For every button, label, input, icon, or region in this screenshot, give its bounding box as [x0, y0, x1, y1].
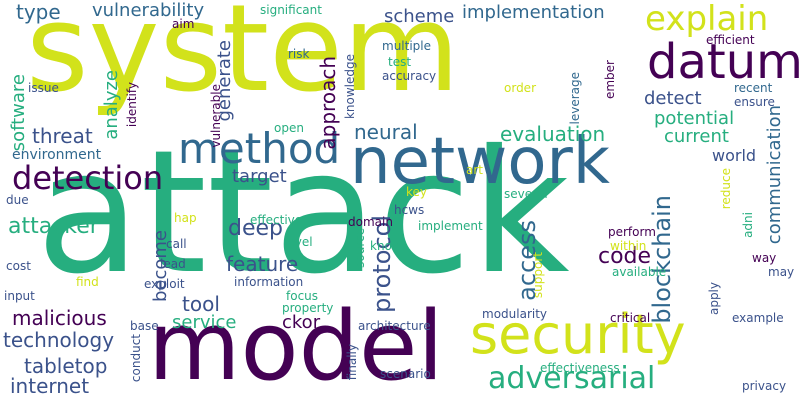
word-attacker: attacker: [8, 214, 99, 239]
word-explain: explain: [645, 0, 769, 39]
word-reduce: reduce: [719, 168, 733, 210]
word-find: find: [76, 275, 99, 289]
word-knowledge: knowledge: [343, 54, 357, 120]
word-implement: implement: [418, 219, 483, 233]
word-accuracy: accuracy: [382, 69, 437, 83]
word-art: art: [466, 163, 483, 177]
word-protocol: protocol: [368, 215, 396, 313]
word-leverage: leverage: [568, 72, 582, 125]
word-know: know: [370, 239, 402, 253]
word-issue: issue: [28, 81, 59, 95]
word-vulnerable: vulnerable: [209, 84, 223, 148]
word-information: information: [234, 275, 304, 289]
word-modularity: modularity: [482, 307, 548, 321]
word-architecture: architecture: [358, 319, 431, 333]
word-environment: environment: [12, 147, 102, 163]
word-technology: technology: [3, 328, 115, 352]
word-key: key: [406, 185, 428, 199]
word-effective: effective: [250, 213, 303, 227]
word-evaluation: evaluation: [500, 122, 606, 146]
word-hap: hap: [174, 211, 197, 225]
word-critical: critical: [610, 311, 651, 325]
word-scenario: scenario: [380, 367, 431, 381]
word-domain: domain: [348, 215, 393, 229]
word-ckor: ckor: [282, 312, 321, 333]
word-source: source: [353, 228, 367, 268]
word-feature: feature: [226, 252, 299, 276]
word-hcws: hcws: [394, 203, 425, 217]
word-adversarial: adversarial: [488, 361, 656, 396]
word-ensure: ensure: [734, 95, 775, 109]
word-code: code: [598, 244, 652, 269]
word-scheme: scheme: [384, 6, 455, 27]
word-service: service: [172, 312, 237, 333]
word-level: level: [284, 235, 313, 249]
word-detection: detection: [12, 159, 164, 197]
word-available: available: [612, 265, 667, 279]
word-tool: tool: [182, 292, 220, 316]
word-cost: cost: [6, 259, 31, 273]
word-example: example: [732, 311, 784, 325]
word-input: input: [4, 289, 35, 303]
word-malicious: malicious: [12, 306, 107, 330]
word-property: property: [282, 301, 334, 315]
word-privacy: privacy: [742, 379, 787, 393]
word-test: test: [388, 55, 412, 69]
word-blockchain: blockchain: [648, 195, 676, 324]
word-several: several: [504, 187, 548, 201]
word-effectiveness: effectiveness: [540, 361, 620, 375]
word-potential: potential: [654, 108, 735, 129]
word-within: within: [610, 239, 647, 253]
word-significant: significant: [260, 3, 322, 17]
word-vulnerability: vulnerability: [92, 0, 205, 21]
word-perform: perform: [608, 225, 656, 239]
word-aim: aim: [172, 17, 195, 31]
word-network: network: [350, 125, 610, 199]
word-communication: communication: [764, 105, 785, 245]
word-lead: lead: [160, 257, 186, 271]
word-ember: ember: [603, 60, 617, 100]
word-exploit: exploit: [144, 277, 185, 291]
word-neural: neural: [354, 120, 418, 144]
word-threat: threat: [32, 124, 93, 148]
word-system: system: [26, 0, 460, 119]
word-attack: attack: [36, 114, 570, 312]
word-analyze: analyze: [101, 70, 122, 140]
word-may: may: [768, 265, 795, 279]
word-target: target: [232, 166, 287, 187]
word-due: due: [6, 193, 29, 207]
word-tabletop: tabletop: [24, 354, 108, 378]
word-current: current: [664, 126, 729, 147]
word-type: type: [16, 0, 61, 24]
word-efficient: efficient: [706, 33, 755, 47]
word-support: support: [531, 252, 545, 299]
word-method: method: [178, 124, 341, 173]
word-risk: risk: [288, 47, 310, 61]
word-recent: recent: [734, 81, 773, 95]
word-internet: internet: [10, 374, 90, 398]
word-focus: focus: [286, 289, 319, 303]
word-identify: identify: [125, 82, 139, 128]
word-datum: datum: [647, 34, 800, 90]
word-way: way: [752, 251, 777, 265]
word-world: world: [712, 146, 757, 165]
word-approach: approach: [316, 56, 340, 150]
word-conduct: conduct: [129, 334, 143, 383]
word-multiple: multiple: [382, 39, 432, 53]
word-security: security: [470, 303, 686, 366]
word-implementation: implementation: [462, 2, 605, 23]
word-open: open: [274, 121, 304, 135]
word-base: base: [130, 319, 159, 333]
word-finally: finally: [345, 344, 359, 381]
word-model: model: [148, 292, 444, 400]
word-deep: deep: [228, 216, 283, 241]
word-software: software: [8, 74, 29, 152]
word-call: call: [166, 237, 187, 251]
word-adni: adni: [741, 212, 755, 238]
word-detect: detect: [644, 88, 702, 109]
word-order: order: [504, 81, 536, 95]
word-apply: apply: [707, 282, 721, 316]
